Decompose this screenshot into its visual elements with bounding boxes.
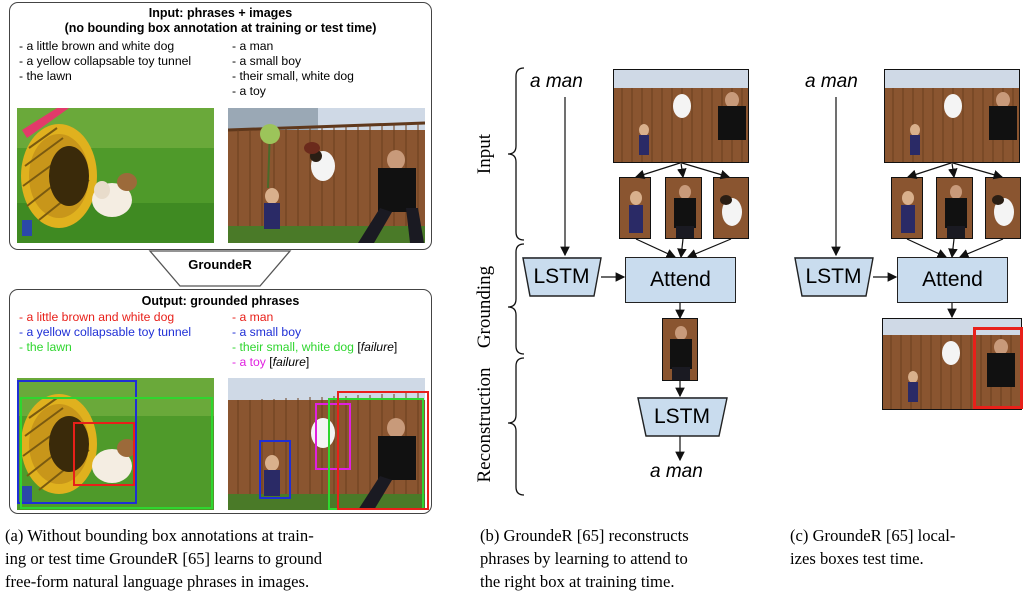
input-title: Input: phrases + images [148,6,293,20]
crop-man-b [665,177,702,239]
lstm2-box-b: LSTM [637,397,727,436]
lstm-label-b: LSTM [533,264,590,288]
input-phrase-right-4: - a toy [232,84,266,98]
output-phrase-right-2: - a small boy [232,325,302,339]
caption-a-line-3: free-form natural language phrases in im… [5,572,310,591]
attend-label-c: Attend [922,268,983,291]
attend-box-b: Attend [625,257,736,303]
input-phrase-left-3: - the lawn [19,69,72,83]
lstm-outline-b [522,257,602,297]
output-fence-photo [228,378,425,510]
output-phrase-right-3: - their small, white dog [failure] [232,340,398,354]
caption-c-line-1: (c) GroundeR [65] local- [790,526,956,545]
bbox-man-red [337,391,429,510]
caption-b-line-3: the right box at training time. [480,572,675,591]
input-phrase-left-1: - a little brown and white dog [19,39,175,53]
input-phrase-right-1: - a man [232,39,274,53]
bbox-tunnel-blue [17,380,137,504]
output-phrase-left-1: - a little brown and white dog [19,310,175,324]
output-phrase-left-2: - a yellow collapsable toy tunnel [19,325,192,339]
grounder-label: GroundeR [188,257,252,272]
fence-man-photo [228,108,425,243]
output-title: Output: grounded phrases [141,294,300,308]
caption-a-line-2: ing or test time GroundeR [65] learns to… [5,549,323,568]
input-phrase-right-3: - their small, white dog [232,69,354,83]
attend-label-b: Attend [650,268,711,291]
input-phrase-left-2: - a yellow collapsable toy tunnel [19,54,192,68]
grounder-arrow [148,250,292,287]
output-phrase-toy: - a toy [232,355,266,369]
bbox-dog-red [73,422,135,486]
crop-man-c [936,177,973,239]
lstm-box-c: LSTM [794,257,873,296]
lstm2-outline-b [637,397,728,437]
input-phrase-c: a man [805,71,858,92]
attend-box-c: Attend [897,257,1008,303]
input-subtitle: (no bounding box annotation at training … [64,21,377,35]
caption-b-line-1: (b) GroundeR [65] reconstructs [480,526,689,545]
crop-boy-c [891,177,923,239]
caption-b-line-2: phrases by learning to attend to [480,549,688,568]
lstm-outline-c [794,257,874,297]
failure-note-toy: failure [272,355,306,369]
dog-tunnel-photo [17,108,214,243]
output-phrase-left-3: - the lawn [19,340,72,354]
caption-a-line-1: (a) Without bounding box annotations at … [5,526,314,545]
stage-braces [507,67,525,496]
attended-crop-b [662,318,698,381]
localized-image-c [882,318,1022,410]
input-phrase-right-2: - a small boy [232,54,302,68]
crop-dog-b [713,177,749,239]
input-image-c [884,69,1020,163]
output-phrase-right-4: - a toy [failure] [232,355,310,369]
bbox-lawn-green [20,397,213,509]
lstm-label-c: LSTM [805,264,862,288]
lstm-box-b: LSTM [522,257,601,296]
output-phrase-b: a man [650,461,703,482]
failure-note-dog: failure [360,340,394,354]
input-phrase-b: a man [530,71,583,92]
bbox-boy-blue [259,440,291,499]
crop-boy-b [619,177,651,239]
bbox-toy-magenta [315,403,351,470]
output-phrase-dog: - their small, white dog [232,340,354,354]
caption-c-line-2: izes boxes test time. [790,549,924,568]
input-image-b [613,69,749,163]
localized-bbox-red [973,327,1023,409]
crop-dog-c [985,177,1021,239]
output-phrase-right-1: - a man [232,310,274,324]
lstm2-label-b: LSTM [653,404,710,428]
